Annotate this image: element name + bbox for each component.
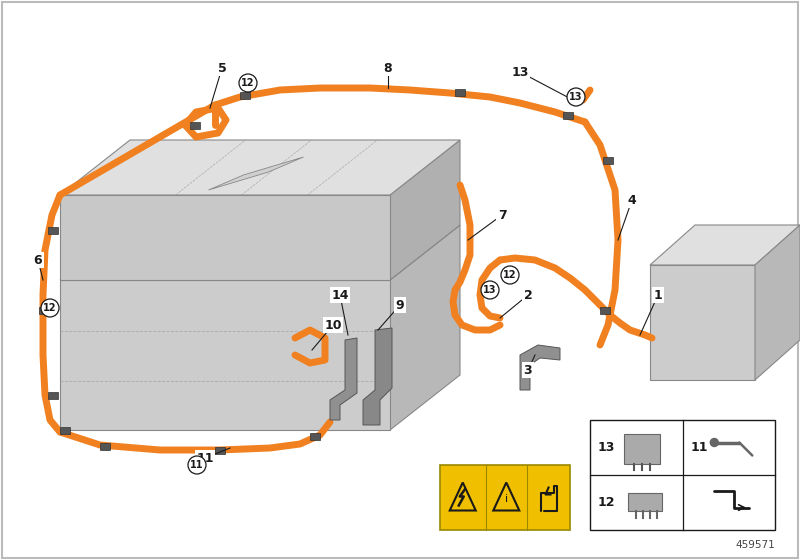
Text: 4: 4 — [628, 194, 636, 207]
Bar — [627, 492, 662, 511]
Text: 12: 12 — [43, 303, 57, 313]
Bar — [48, 226, 58, 234]
Polygon shape — [390, 225, 460, 430]
Text: 12: 12 — [598, 496, 615, 509]
Text: 11: 11 — [196, 451, 214, 464]
Polygon shape — [60, 140, 460, 195]
Text: 14: 14 — [331, 288, 349, 301]
Bar — [440, 465, 570, 530]
Polygon shape — [60, 195, 390, 280]
Text: 3: 3 — [524, 363, 532, 376]
Polygon shape — [650, 265, 755, 380]
Text: 9: 9 — [396, 298, 404, 311]
Polygon shape — [755, 225, 800, 380]
Text: 12: 12 — [242, 78, 254, 88]
Polygon shape — [60, 280, 390, 430]
Text: 13: 13 — [598, 441, 615, 454]
Polygon shape — [520, 345, 560, 390]
Bar — [100, 442, 110, 450]
Bar — [60, 427, 70, 433]
Bar — [190, 122, 200, 128]
Text: 11: 11 — [690, 441, 708, 454]
Circle shape — [567, 88, 585, 106]
Bar — [310, 432, 320, 440]
Text: 459571: 459571 — [735, 540, 775, 550]
Text: 1: 1 — [654, 288, 662, 301]
Bar — [624, 433, 660, 464]
Bar — [590, 420, 775, 530]
Text: 13: 13 — [483, 285, 497, 295]
Text: 12: 12 — [503, 270, 517, 280]
Circle shape — [481, 281, 499, 299]
Bar — [48, 391, 58, 399]
Bar — [600, 306, 610, 314]
Polygon shape — [330, 338, 357, 420]
Bar — [215, 446, 225, 454]
Text: 6: 6 — [34, 254, 42, 267]
Bar — [240, 91, 250, 99]
Circle shape — [239, 74, 257, 92]
Text: i: i — [505, 494, 508, 505]
Text: 7: 7 — [498, 208, 506, 222]
Text: 2: 2 — [524, 288, 532, 301]
Text: 13: 13 — [570, 92, 582, 102]
Circle shape — [41, 299, 59, 317]
Circle shape — [188, 456, 206, 474]
Bar — [603, 156, 613, 164]
Text: 10: 10 — [324, 319, 342, 332]
Polygon shape — [60, 225, 460, 280]
Circle shape — [501, 266, 519, 284]
Text: 8: 8 — [384, 62, 392, 74]
Bar — [455, 88, 465, 96]
Circle shape — [710, 438, 718, 446]
Text: 5: 5 — [218, 62, 226, 74]
Bar — [563, 111, 573, 119]
Polygon shape — [390, 140, 460, 280]
Text: 13: 13 — [511, 66, 529, 78]
Bar — [39, 306, 49, 314]
Polygon shape — [363, 328, 392, 425]
Polygon shape — [209, 157, 303, 190]
Polygon shape — [650, 225, 800, 265]
Text: 11: 11 — [190, 460, 204, 470]
